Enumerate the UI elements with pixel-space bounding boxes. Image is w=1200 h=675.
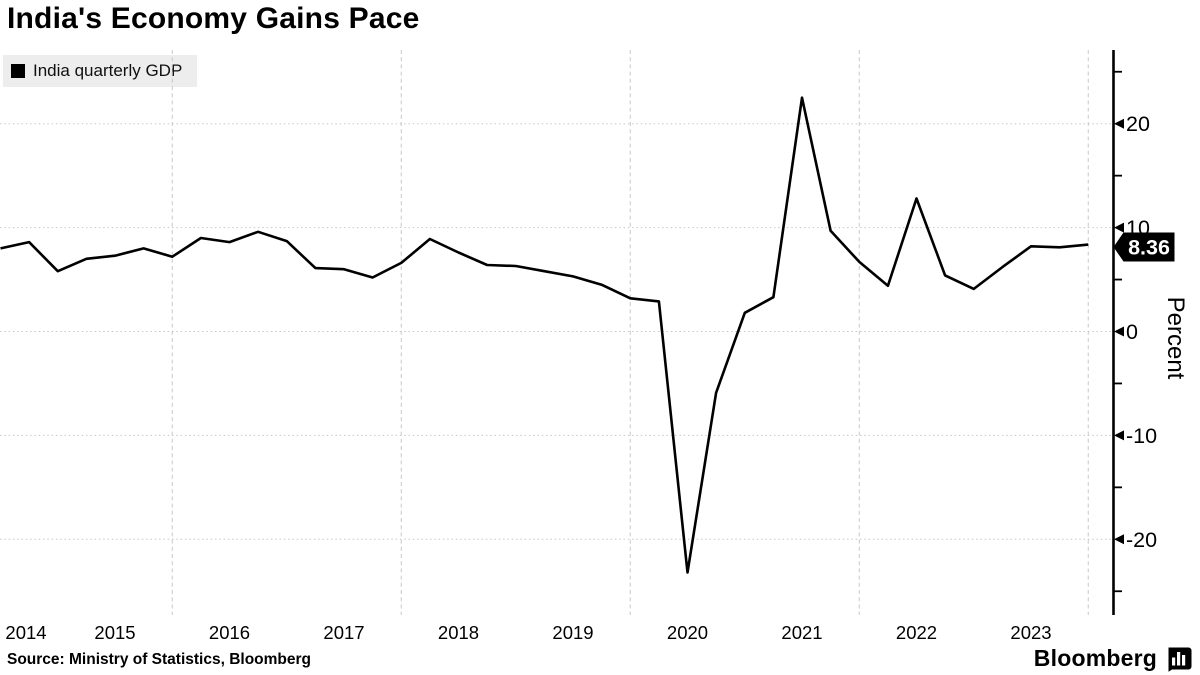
y-axis-major-tick-arrow-icon bbox=[1114, 118, 1124, 129]
x-axis-year-label: 2022 bbox=[896, 622, 937, 643]
x-axis-year-label: 2019 bbox=[552, 622, 593, 643]
x-axis-year-label: 2016 bbox=[209, 622, 250, 643]
y-axis-major-tick-arrow-icon bbox=[1114, 222, 1124, 233]
bloomberg-bars-icon bbox=[1168, 647, 1192, 672]
x-axis-year-label: 2020 bbox=[667, 622, 708, 643]
x-axis-labels: 2014 2015 2016 2017 2018 2019 2020 2021 2022 2023 bbox=[5, 622, 1051, 643]
bloomberg-logo: Bloomberg bbox=[1034, 645, 1192, 672]
legend-series-label: India quarterly GDP bbox=[33, 61, 183, 80]
gdp-line-series bbox=[0, 96, 1089, 574]
horizontal-gridlines bbox=[0, 123, 1114, 540]
last-value-badge: 8.36 bbox=[1113, 232, 1175, 262]
last-value-badge-text: 8.36 bbox=[1128, 236, 1170, 260]
source-note: Source: Ministry of Statistics, Bloomber… bbox=[7, 651, 312, 668]
y-axis-tick-label: -10 bbox=[1126, 424, 1157, 448]
vertical-gridlines bbox=[171, 50, 1089, 615]
y-axis-major-tick-arrow-icon bbox=[1114, 534, 1124, 545]
y-axis-major-tick-arrow-icon bbox=[1114, 326, 1124, 337]
page-title: India's Economy Gains Pace bbox=[7, 2, 420, 35]
x-axis-year-label: 2018 bbox=[438, 622, 479, 643]
x-axis-year-label: 2021 bbox=[781, 622, 822, 643]
x-axis-year-label: 2015 bbox=[94, 622, 135, 643]
y-axis-title: Percent bbox=[1162, 297, 1189, 380]
legend: India quarterly GDP bbox=[3, 55, 197, 87]
x-axis-year-label: 2023 bbox=[1010, 622, 1051, 643]
y-axis-tick-label: 0 bbox=[1126, 320, 1138, 344]
legend-swatch-square-icon bbox=[11, 64, 25, 78]
x-axis-year-label: 2014 bbox=[5, 622, 46, 643]
y-axis-major-tick-arrow-icon bbox=[1114, 430, 1124, 441]
bloomberg-logo-text: Bloomberg bbox=[1033, 645, 1157, 671]
y-axis-tick-label: 20 bbox=[1126, 112, 1150, 136]
x-axis-year-label: 2017 bbox=[323, 622, 364, 643]
y-axis-tick-label: -20 bbox=[1126, 528, 1157, 552]
last-value-badge-shape bbox=[1113, 232, 1175, 262]
